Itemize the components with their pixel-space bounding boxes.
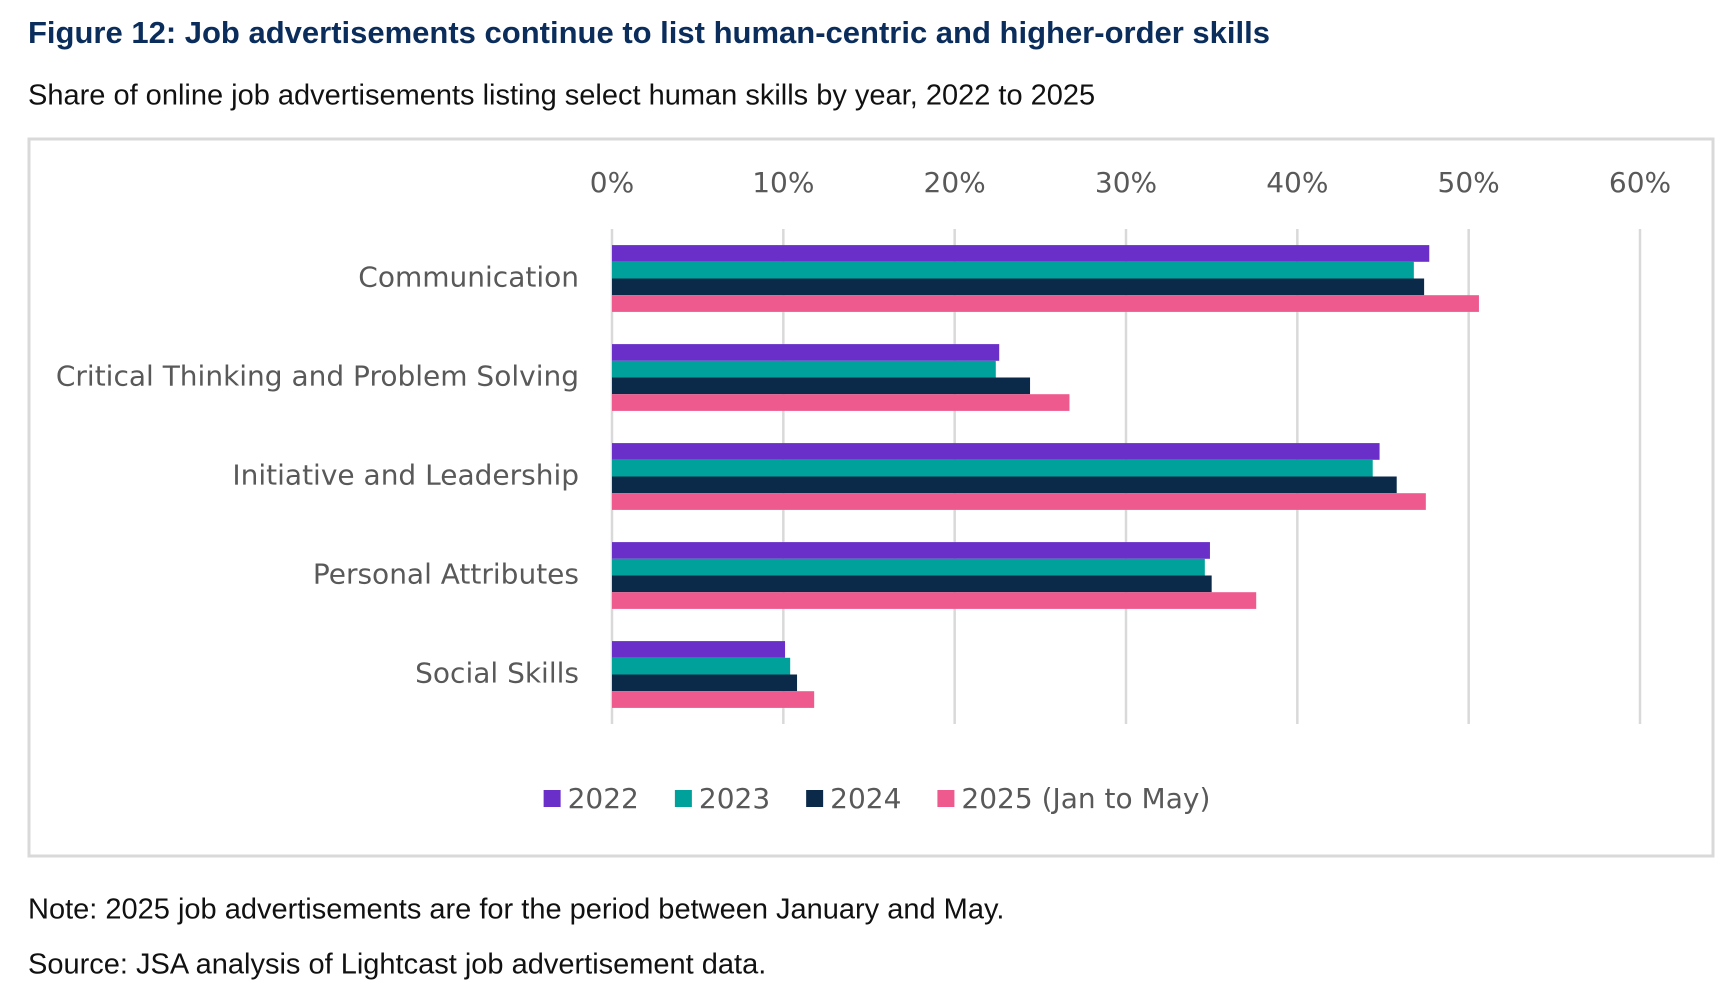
- bar: [612, 245, 1430, 262]
- bar: [612, 377, 1031, 395]
- y-tick-label: Social Skills: [415, 657, 579, 690]
- legend-swatch: [543, 790, 561, 807]
- bar: [612, 575, 1212, 593]
- bar: [612, 278, 1425, 296]
- y-tick-label: Communication: [358, 261, 579, 294]
- legend-swatch: [674, 790, 692, 807]
- bar: [612, 592, 1257, 609]
- x-tick-label: 60%: [1609, 166, 1671, 199]
- bar: [612, 641, 786, 658]
- legend-swatch: [806, 790, 824, 807]
- chart-title: Figure 12: Job advertisements continue t…: [28, 15, 1270, 50]
- y-tick-label: Initiative and Leadership: [232, 459, 579, 492]
- bar: [612, 674, 798, 692]
- x-tick-label: 10%: [752, 166, 814, 199]
- legend-label: 2024: [830, 782, 901, 815]
- legend-label: 2022: [568, 782, 639, 815]
- x-tick-label: 20%: [924, 166, 986, 199]
- source: Source: JSA analysis of Lightcast job ad…: [28, 949, 766, 981]
- bar: [612, 657, 791, 675]
- bar: [612, 394, 1070, 411]
- bar: [612, 344, 1000, 361]
- legend-label: 2025 (Jan to May): [961, 782, 1210, 815]
- bar: [612, 558, 1205, 576]
- x-tick-label: 30%: [1095, 166, 1157, 199]
- bar: [612, 493, 1426, 510]
- bar: [612, 295, 1479, 312]
- y-tick-label: Critical Thinking and Problem Solving: [56, 360, 579, 393]
- legend-swatch: [937, 790, 955, 807]
- bar: [612, 261, 1414, 279]
- note: Note: 2025 job advertisements are for th…: [28, 894, 1004, 926]
- bar: [612, 476, 1397, 494]
- bar: [612, 360, 996, 378]
- bar: [612, 542, 1210, 559]
- x-tick-label: 0%: [590, 166, 634, 199]
- y-tick-label: Personal Attributes: [313, 558, 579, 591]
- bar: [612, 459, 1373, 477]
- bar: [612, 443, 1380, 460]
- x-tick-label: 40%: [1266, 166, 1328, 199]
- legend-label: 2023: [699, 782, 770, 815]
- x-tick-label: 50%: [1438, 166, 1500, 199]
- chart-subtitle: Share of online job advertisements listi…: [28, 80, 1095, 112]
- bar: [612, 691, 815, 708]
